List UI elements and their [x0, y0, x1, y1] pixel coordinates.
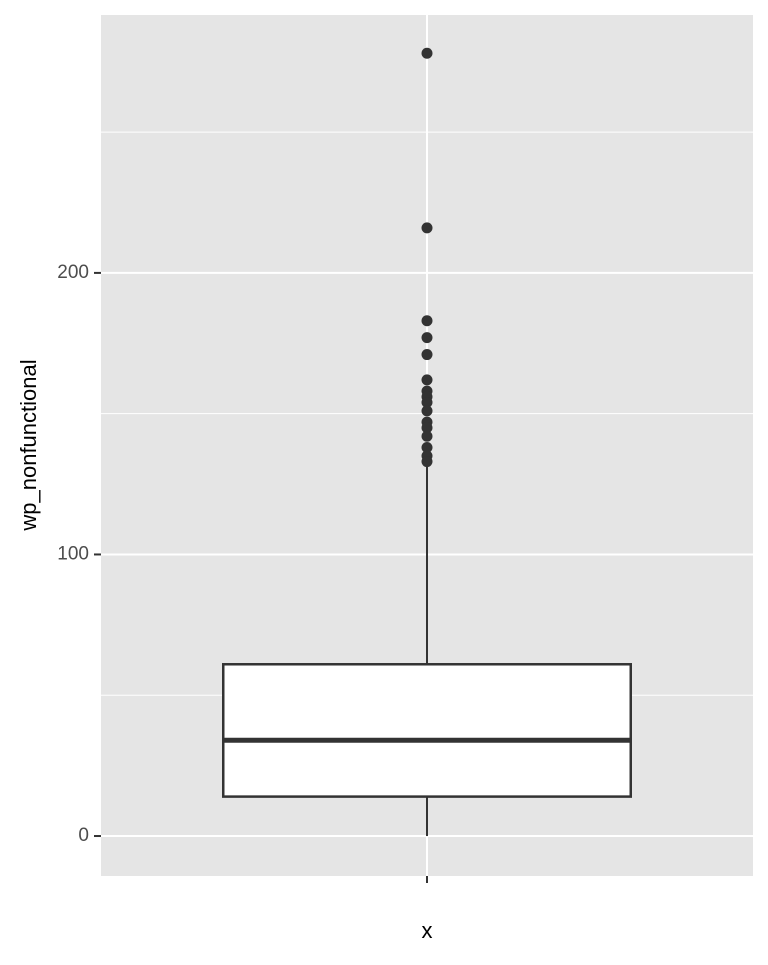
y-tick-label: 100 [57, 543, 89, 564]
outlier [421, 422, 433, 434]
outlier [421, 430, 433, 442]
box [222, 663, 632, 798]
outlier [421, 332, 433, 344]
y-tick-label: 200 [57, 262, 89, 283]
y-axis-title: wp_nonfunctional [16, 359, 41, 531]
outlier [421, 374, 433, 386]
x-axis-title: x [422, 918, 433, 943]
outlier [421, 349, 433, 361]
outlier [421, 315, 433, 327]
outlier [421, 396, 433, 408]
outlier [421, 405, 433, 417]
y-tick-label: 0 [78, 825, 89, 846]
outlier [421, 222, 433, 234]
outlier [421, 456, 433, 468]
outlier [421, 47, 433, 59]
outlier [421, 441, 433, 453]
